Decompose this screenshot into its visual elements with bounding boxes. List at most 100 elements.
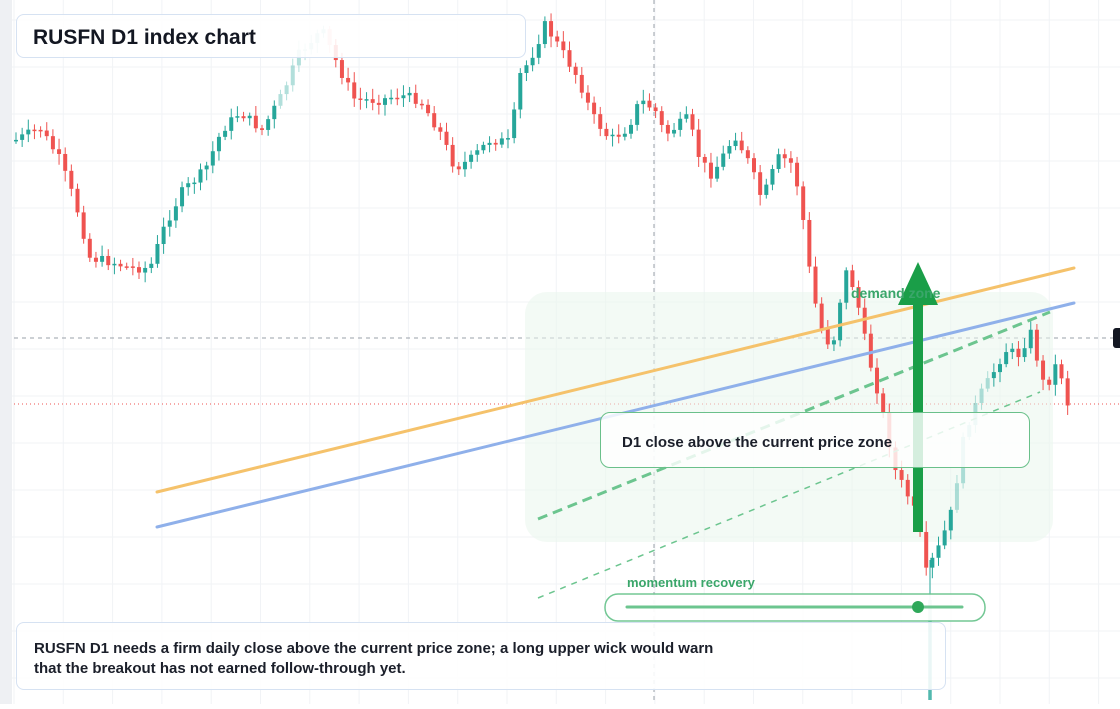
candle [536,34,541,65]
candle [788,151,793,173]
candle [518,68,523,119]
candle [592,96,597,124]
candle [32,124,37,140]
candle-body [235,116,240,118]
candle-body [1034,329,1039,361]
candle-body [469,154,474,162]
candle-body [358,98,363,100]
candle [561,31,566,59]
candle [407,86,412,103]
candle [530,47,535,72]
candle [936,536,941,566]
candle-body [130,266,135,268]
candle-body [1041,360,1046,380]
candle [1022,338,1027,362]
candle [100,245,105,267]
candle-body [192,182,197,185]
candle-body [50,136,55,150]
candle [758,165,763,206]
candle-body [475,150,480,155]
candle [512,102,517,144]
candle [38,126,43,138]
candle [524,60,529,82]
candle-body [616,134,621,137]
candle-body [585,92,590,103]
candle [604,122,609,140]
candle-body [167,220,172,227]
candle-body [487,142,492,145]
candle [622,127,627,141]
candle-body [253,115,258,129]
candle [1004,343,1009,368]
candle [782,148,787,168]
candle-body [936,545,941,558]
candle-body [665,124,670,134]
candle-body [407,92,412,96]
candle-body [985,378,990,389]
candle-body [438,127,443,132]
candle [364,92,369,109]
candle [1028,321,1033,354]
candle [272,100,277,129]
candle [875,358,879,404]
candle [358,87,363,110]
candle-body [825,328,830,345]
candle-body [579,74,584,93]
candle-body [942,530,947,546]
candle [475,144,480,162]
candle-body [979,388,984,404]
candle-body [370,99,375,103]
candle-body [204,165,209,170]
candle [180,181,185,213]
candle [44,122,49,141]
candle-body [383,98,387,105]
candle [419,99,424,110]
candle-body [672,129,677,134]
candle [50,129,55,154]
candle-body [143,267,148,273]
candle-body [272,105,277,120]
candle [721,145,726,171]
candle [1010,343,1015,360]
candle [948,506,953,540]
candle-body [715,166,720,179]
momentum-dot [912,601,924,613]
candle-body [395,97,400,100]
candle [1065,370,1070,415]
candle-body [198,169,203,183]
candle-body [173,206,178,221]
candle [1047,376,1052,391]
candle-body [149,263,154,268]
candle-body [284,85,289,95]
price-scale-marker[interactable] [1113,328,1120,348]
candle-body [247,115,252,119]
candle [616,124,621,144]
candle-body [1047,379,1052,385]
candle [752,153,756,180]
candle-body [702,156,707,163]
candle [137,261,141,280]
candle-body [93,257,98,262]
candle [450,137,455,173]
candle-body [813,266,818,304]
candle [124,262,129,270]
candle-body [653,107,658,112]
candle-body [881,393,886,412]
candle-body [924,532,929,568]
candle [819,297,824,334]
candle [1053,354,1058,396]
candle [506,129,510,149]
candle-body [862,307,867,334]
candle-body [210,151,215,166]
candle-body [223,130,228,137]
candle [401,85,406,107]
candle-body [795,162,800,187]
candle-body [229,117,234,131]
candle [278,89,283,109]
candle [493,139,498,151]
candle-body [592,102,597,115]
candle-body [745,150,750,159]
candle-body [180,187,185,207]
candle [868,324,873,372]
